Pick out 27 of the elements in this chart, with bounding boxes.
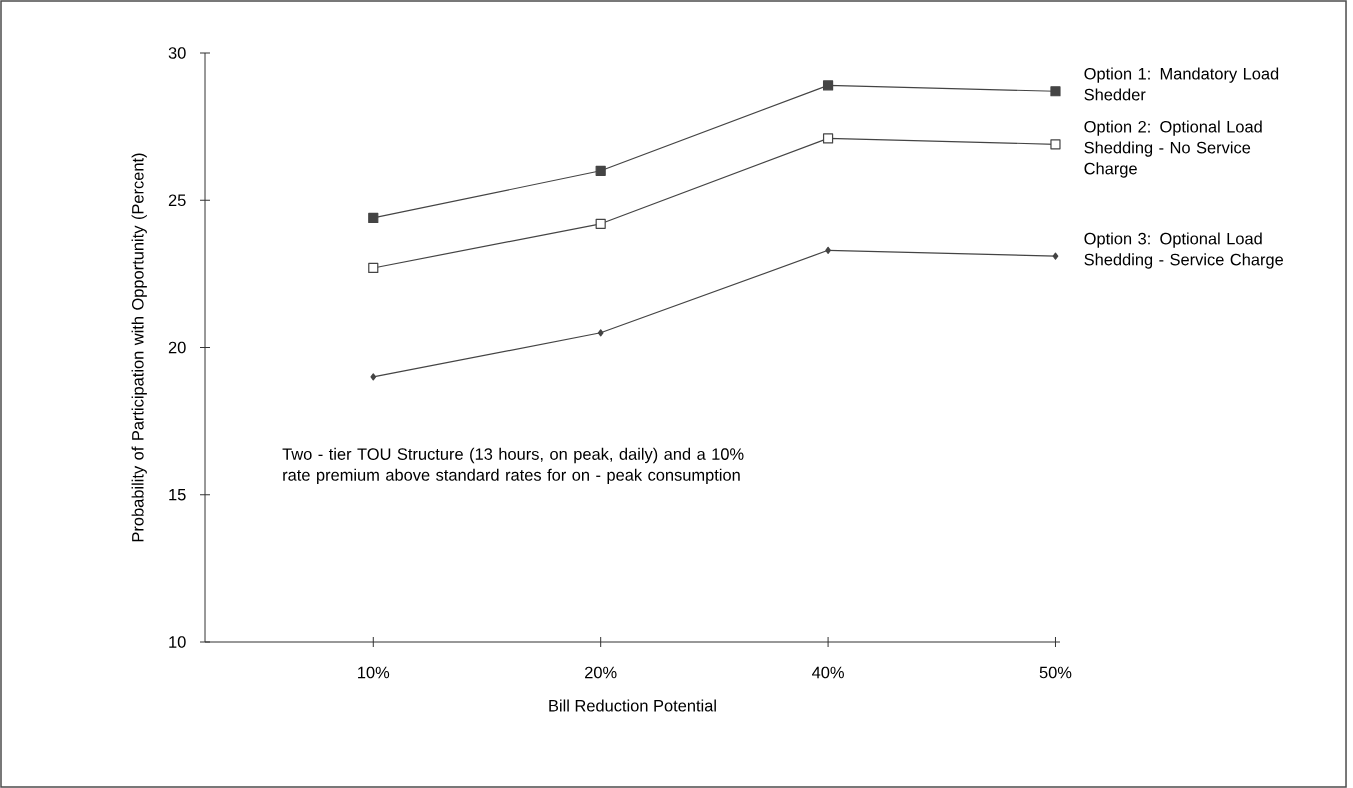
annotation: Two - tier TOU Structure (13 hours, on peak, daily) and a 10% rate premium above standard rates for on - peak consumption	[282, 447, 744, 485]
point	[595, 218, 606, 229]
y-tick-label: 25	[168, 194, 186, 207]
point	[595, 165, 606, 176]
x-tick-label: 20%	[585, 666, 617, 679]
y-tick-label: 20	[168, 341, 186, 354]
point	[368, 212, 379, 224]
y-tick-label: 15	[169, 489, 186, 501]
x-tick-label: 10%	[358, 666, 390, 679]
series-label: Option 2: Optional Load Shedding - No Service Charge	[1084, 120, 1262, 178]
point	[1050, 139, 1061, 150]
point	[370, 373, 377, 381]
point	[1050, 86, 1061, 97]
x-tick-label: 50%	[1039, 666, 1072, 679]
x-tick-label: 40%	[812, 666, 844, 679]
series-label: Option 3: Optional Load Shedding - Service Charge	[1084, 232, 1283, 269]
point	[597, 329, 604, 337]
y-tick-label: 10	[169, 636, 186, 648]
point	[822, 133, 834, 144]
point	[825, 246, 831, 254]
y-axis-title: Probability of Participation with Opportunity (Percent)	[131, 153, 147, 542]
point	[368, 262, 379, 274]
x-axis-title: Bill Reduction Potential	[549, 699, 716, 712]
point	[1052, 252, 1059, 260]
series-label: Option 1: Mandatory Load Shedder	[1084, 67, 1279, 101]
point	[822, 80, 834, 91]
y-tick-label: 30	[168, 47, 186, 59]
